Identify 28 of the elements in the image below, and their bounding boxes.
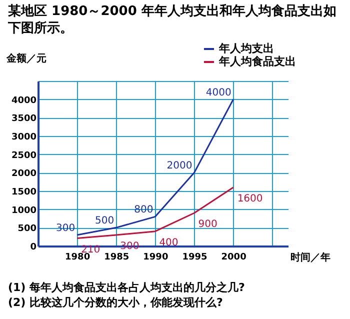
x-tick-label: 1980 [65, 252, 90, 262]
y-tick-label: 0 [30, 242, 36, 252]
data-label: 1600 [237, 193, 263, 204]
x-tick-label: 1990 [143, 252, 168, 262]
data-label: 2000 [166, 160, 192, 172]
y-tick-label: 4000 [11, 96, 36, 106]
legend-label: 年人均支出 [218, 42, 274, 55]
y-tick-label: 1500 [11, 188, 36, 198]
text: (1) 每年人均食品支出各占人均支出的几分之几? [8, 280, 246, 295]
line-series [76, 98, 234, 236]
x-tick-label: 1985 [104, 252, 130, 262]
x-axis-title: 时间／年 [290, 252, 330, 264]
legend-label: 年人均食品支出 [218, 55, 296, 68]
y-tick-label: 1000 [11, 206, 36, 216]
y-tick-label: 2500 [11, 150, 36, 161]
y-tick-label: 2000 [11, 169, 36, 180]
x-tick-label: 2000 [221, 252, 246, 262]
y-tick-label: 3000 [11, 132, 36, 142]
text: (2) 比较这几个分数的大小，你能发现什么? [8, 295, 224, 310]
y-tick-label: 500 [18, 224, 36, 234]
line-series [76, 186, 234, 240]
x-tick-label: 1995 [182, 252, 208, 262]
data-label: 4000 [206, 87, 232, 98]
data-label: 500 [95, 216, 114, 227]
y-axis-title: 金额／元 [6, 52, 46, 64]
y-tick-label: 3500 [11, 114, 36, 124]
chart-title: 某地区 1980～2000 年年人均支出和年人均食品支出如下图所示。 [7, 2, 338, 37]
data-label: 900 [198, 219, 218, 230]
